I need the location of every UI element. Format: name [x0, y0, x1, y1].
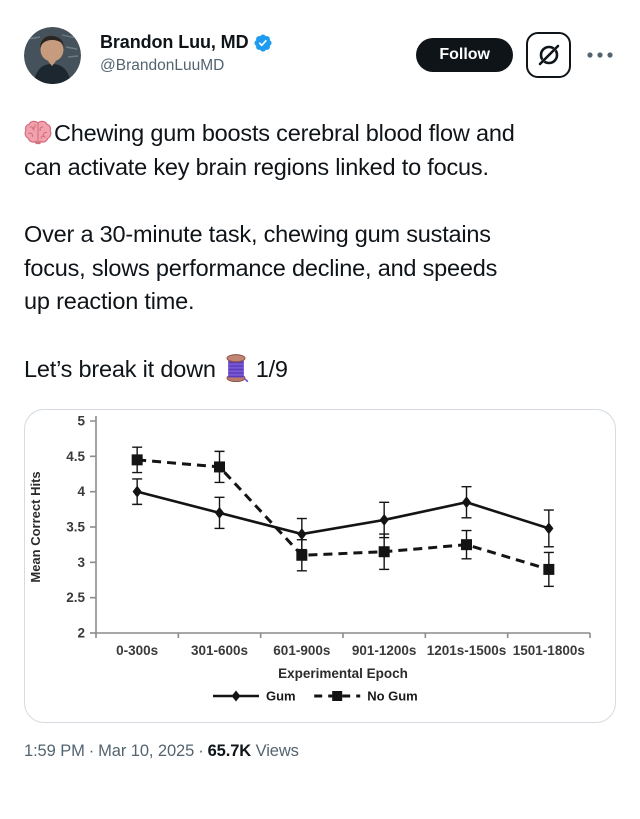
avatar-photo [24, 27, 81, 84]
svg-text:1201s-1500s: 1201s-1500s [427, 643, 507, 658]
author-handle[interactable]: @BrandonLuuMD [100, 57, 225, 74]
views-label: Views [255, 742, 299, 760]
svg-text:901-1200s: 901-1200s [352, 643, 417, 658]
svg-text:2.5: 2.5 [66, 590, 85, 605]
svg-text:301-600s: 301-600s [191, 643, 248, 658]
tweet-paragraph-3: Let’s break it down 1/9 [24, 353, 288, 382]
views-count: 65.7K [207, 742, 252, 760]
more-icon [587, 52, 613, 58]
svg-text:1501-1800s: 1501-1800s [513, 643, 585, 658]
tweet-header: Brandon Luu, MD @BrandonLuuMD Follow [24, 27, 616, 84]
author-block: Brandon Luu, MD @BrandonLuuMD [100, 27, 416, 75]
svg-text:4: 4 [77, 484, 85, 499]
brain-emoji-icon [24, 120, 52, 145]
grok-button[interactable] [526, 32, 571, 78]
author-name-row[interactable]: Brandon Luu, MD [100, 32, 416, 53]
svg-text:2: 2 [77, 626, 85, 641]
chart-attachment[interactable]: 2 2.5 3 3.5 4 4.5 5 0-300s 301-600s 601-900s 901-1… [24, 409, 616, 723]
separator-dot: · [88, 742, 95, 760]
svg-text:4.5: 4.5 [66, 449, 85, 464]
svg-text:601-900s: 601-900s [273, 643, 330, 658]
timestamp-time: 1:59 PM [24, 742, 85, 760]
thread-emoji-icon [224, 353, 249, 382]
tweet-footer: 1:59 PM · Mar 10, 2025 · 65.7K Views [24, 742, 616, 761]
tweet-text: Chewing gum boosts cerebral blood flow a… [24, 117, 616, 386]
grok-icon [537, 44, 560, 66]
svg-text:Mean Correct Hits: Mean Correct Hits [28, 471, 43, 582]
follow-button[interactable]: Follow [416, 38, 513, 72]
line-chart: 2 2.5 3 3.5 4 4.5 5 0-300s 301-600s 601-900s 901-1… [25, 410, 615, 722]
more-button[interactable] [584, 45, 616, 65]
timestamp-date: Mar 10, 2025 [98, 742, 195, 760]
display-name: Brandon Luu, MD [100, 32, 249, 52]
svg-text:No Gum: No Gum [367, 689, 418, 704]
verified-badge-icon [253, 33, 273, 53]
svg-text:5: 5 [77, 414, 85, 429]
svg-text:3: 3 [77, 555, 85, 570]
svg-text:0-300s: 0-300s [116, 643, 158, 658]
tweet-paragraph-2: Over a 30-minute task, chewing gum susta… [24, 221, 498, 314]
tweet-detail: Brandon Luu, MD @BrandonLuuMD Follow [24, 27, 616, 761]
tweet-paragraph-1: Chewing gum boosts cerebral blood flow a… [24, 120, 515, 180]
header-actions: Follow [416, 27, 616, 78]
svg-text:Experimental Epoch: Experimental Epoch [278, 666, 408, 681]
avatar[interactable] [24, 27, 81, 84]
svg-text:3.5: 3.5 [66, 520, 85, 535]
separator-dot: · [198, 742, 204, 760]
svg-text:Gum: Gum [266, 689, 296, 704]
